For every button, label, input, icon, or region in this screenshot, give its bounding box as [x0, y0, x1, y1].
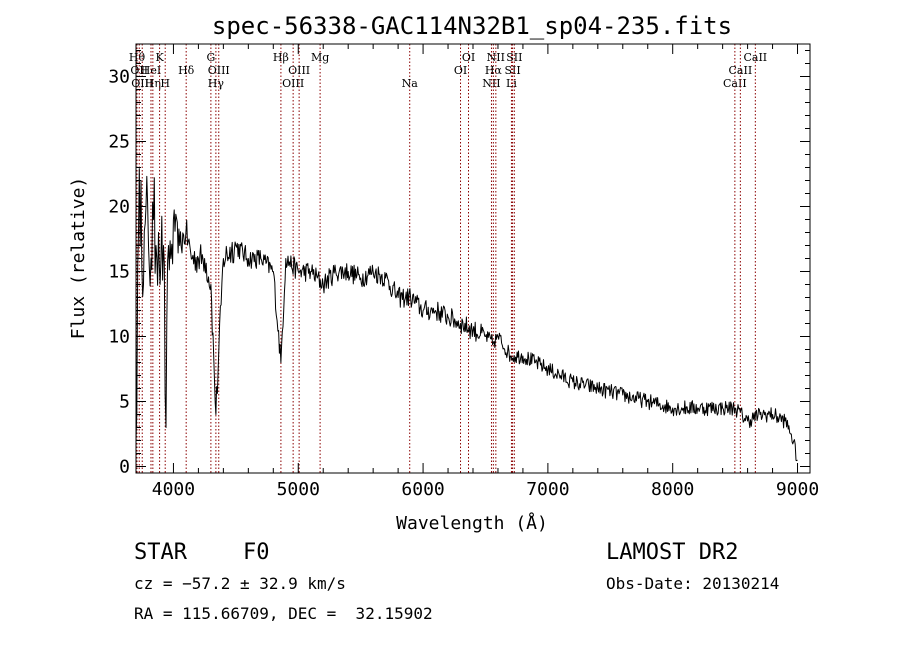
y-tick-label-3: 15: [108, 262, 130, 283]
spectral-line-label-15: Na: [402, 77, 419, 90]
y-tick-label-1: 5: [119, 392, 130, 413]
spectral-line-label-2: OIII: [131, 77, 153, 90]
y-tick-label-4: 20: [108, 197, 130, 218]
x-axis-label: Wavelength (Å): [396, 512, 548, 534]
observation-date: Obs-Date: 20130214: [606, 574, 780, 593]
flux-series-line-0: [135, 168, 798, 462]
x-tick-label-4: 8000: [651, 479, 694, 500]
spectral-line-label-4: Hη: [145, 77, 161, 90]
chart-title: spec-56338-GAC114N32B1_sp04-235.fits: [212, 12, 732, 40]
object-class: STAR: [134, 540, 187, 565]
spectral-line-label-16: OI: [454, 64, 467, 77]
x-tick-label-5: 9000: [776, 479, 819, 500]
spectral-line-label-9: Hγ: [208, 77, 225, 90]
spectral-line-label-22: SII: [504, 64, 520, 77]
spectral-line-label-0: Hθ: [129, 51, 146, 64]
y-tick-label-5: 25: [108, 132, 130, 153]
spectral-line-label-10: OIII: [208, 64, 230, 77]
plot-area: HθOIIOIIIHeIHηKHHδGHγOIIIHβOIIIOIIIMgNaO…: [108, 43, 819, 500]
y-tick-label-0: 0: [119, 457, 130, 478]
spectral-line-label-12: OIII: [282, 77, 304, 90]
spectral-line-label-20: NII: [487, 51, 505, 64]
spectral-line-label-1: OII: [130, 64, 148, 77]
spectral-line-label-6: H: [160, 77, 170, 90]
object-subclass: F0: [243, 540, 270, 565]
spectral-line-label-26: CaII: [743, 51, 767, 64]
spectral-line-label-24: CaII: [723, 77, 747, 90]
y-tick-label-2: 10: [108, 327, 130, 348]
x-tick-label-3: 7000: [526, 479, 569, 500]
spectral-line-label-13: OIII: [288, 64, 310, 77]
spectral-line-label-19: Hα: [485, 64, 503, 77]
x-tick-label-0: 4000: [152, 479, 195, 500]
spectral-line-label-17: OI: [462, 51, 475, 64]
spectral-line-label-5: K: [155, 51, 164, 64]
plot-frame: [135, 43, 811, 474]
spectral-line-label-3: HeI: [141, 64, 161, 77]
spectral-line-label-21: Li: [506, 77, 517, 90]
y-axis-label: Flux (relative): [68, 177, 89, 340]
spectral-line-label-14: Mg: [311, 51, 329, 64]
spectral-line-label-25: CaII: [729, 64, 753, 77]
y-tick-label-6: 30: [108, 67, 130, 88]
redshift-readout: cz = −57.2 ± 32.9 km/s: [134, 574, 346, 593]
x-tick-label-2: 6000: [401, 479, 444, 500]
coordinates-readout: RA = 115.66709, DEC = 32.15902: [134, 604, 433, 623]
spectral-line-label-18: NII: [482, 77, 500, 90]
spectral-line-label-11: Hβ: [273, 51, 289, 64]
spectral-line-label-7: Hδ: [178, 64, 195, 77]
spectral-line-label-8: G: [206, 51, 215, 64]
spectral-line-label-23: SII: [506, 51, 522, 64]
x-tick-label-1: 5000: [277, 479, 320, 500]
survey-name: LAMOST DR2: [606, 540, 739, 565]
